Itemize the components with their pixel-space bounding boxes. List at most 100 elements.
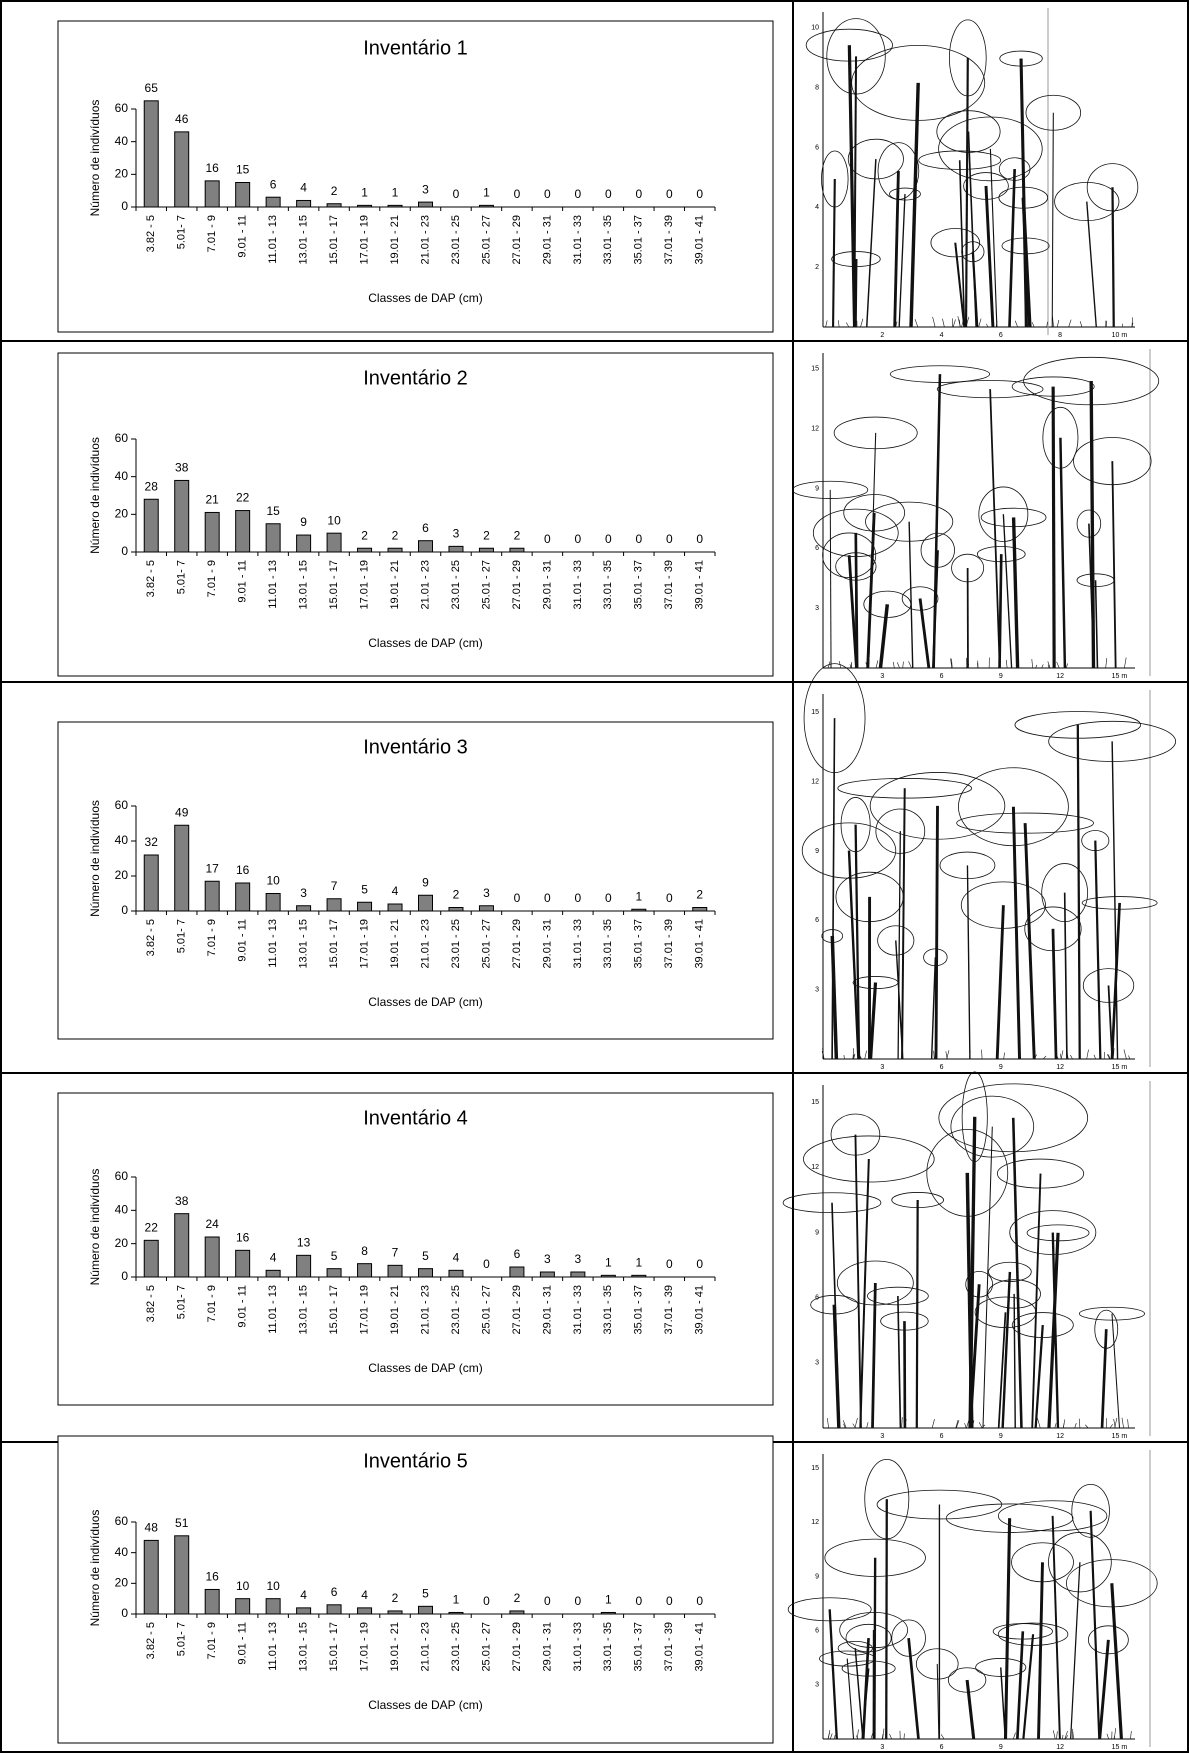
x-axis-label: Classes de DAP (cm) <box>368 1698 482 1712</box>
x-tick-label: 29.01 - 31 <box>541 1622 553 1672</box>
value-label: 0 <box>666 1594 673 1608</box>
undergrowth <box>1069 320 1071 327</box>
profile-x-label: 15 m <box>1112 673 1128 680</box>
value-label: 6 <box>270 177 277 191</box>
bar <box>510 548 524 552</box>
value-label: 16 <box>236 1231 250 1245</box>
profile-x-label: 10 m <box>1112 332 1128 339</box>
profile-y-label: 6 <box>815 144 819 151</box>
value-label: 9 <box>300 515 307 529</box>
bar <box>297 1608 311 1614</box>
trunk <box>1053 929 1056 1059</box>
x-tick-label: 33.01 - 35 <box>602 560 614 610</box>
undergrowth <box>982 1050 983 1059</box>
x-tick-label: 21.01 - 23 <box>419 919 431 969</box>
value-label: 0 <box>635 187 642 201</box>
bar <box>327 899 341 911</box>
bar <box>266 1599 280 1614</box>
chart-title: Inventário 2 <box>363 367 468 389</box>
trunk <box>1053 1516 1060 1739</box>
x-tick-label: 13.01 - 15 <box>298 919 310 969</box>
value-label: 0 <box>544 1594 551 1608</box>
x-tick-label: 13.01 - 15 <box>298 560 310 610</box>
profile-y-label: 4 <box>815 204 819 211</box>
undergrowth <box>934 1051 935 1059</box>
x-tick-label: 29.01 - 31 <box>541 919 553 969</box>
bar <box>175 825 189 911</box>
x-tick-label: 21.01 - 23 <box>419 1622 431 1672</box>
x-tick-label: 39.01 - 41 <box>694 1285 706 1335</box>
x-tick-label: 31.01 - 33 <box>572 919 584 969</box>
x-tick-label: 31.01 - 33 <box>572 560 584 610</box>
trunk <box>874 1558 875 1739</box>
value-label: 4 <box>300 181 307 195</box>
x-tick-label: 17.01 - 19 <box>358 919 370 969</box>
y-tick-label: 20 <box>115 1236 129 1250</box>
undergrowth <box>953 319 955 327</box>
value-label: 16 <box>206 1570 220 1584</box>
value-label: 2 <box>392 528 399 542</box>
value-label: 10 <box>266 874 280 888</box>
bar <box>236 1250 250 1277</box>
value-label: 10 <box>327 513 341 527</box>
bar <box>144 855 158 911</box>
undergrowth <box>838 320 839 327</box>
bar <box>205 512 219 552</box>
profile-x-label: 15 m <box>1112 1433 1128 1440</box>
trunk <box>867 159 876 327</box>
value-label: 17 <box>206 861 220 875</box>
undergrowth <box>1122 1418 1124 1428</box>
x-tick-label: 35.01 - 37 <box>633 1285 645 1335</box>
bar <box>144 1540 158 1614</box>
value-label: 5 <box>422 1587 429 1601</box>
chart-frame <box>58 21 773 332</box>
x-tick-label: 31.01 - 33 <box>572 215 584 265</box>
undergrowth <box>903 662 904 668</box>
profile-x-label: 9 <box>999 1064 1003 1071</box>
x-tick-label: 27.01 - 29 <box>511 1285 523 1335</box>
y-tick-label: 40 <box>115 134 129 148</box>
undergrowth <box>1062 1735 1063 1739</box>
value-label: 49 <box>175 805 189 819</box>
value-label: 3 <box>453 527 460 541</box>
value-label: 38 <box>175 461 189 475</box>
undergrowth <box>830 1734 832 1739</box>
value-label: 0 <box>514 187 521 201</box>
trunk <box>855 1648 863 1739</box>
profile-y-label: 3 <box>815 1682 819 1689</box>
x-tick-label: 33.01 - 35 <box>602 1285 614 1335</box>
y-tick-label: 60 <box>115 1169 129 1183</box>
undergrowth <box>1056 1731 1057 1739</box>
profile-y-label: 12 <box>811 778 819 785</box>
trunk <box>1109 985 1113 1059</box>
x-tick-label: 5.01- 7 <box>176 1285 188 1319</box>
x-tick-label: 5.01- 7 <box>176 560 188 594</box>
x-tick-label: 5.01- 7 <box>176 919 188 953</box>
value-label: 0 <box>575 891 582 905</box>
value-label: 0 <box>483 1594 490 1608</box>
chart-title: Inventário 3 <box>363 736 468 758</box>
undergrowth <box>1079 1419 1080 1428</box>
y-tick-label: 60 <box>115 431 129 445</box>
x-tick-label: 3.82 - 5 <box>145 560 157 597</box>
bar <box>175 480 189 552</box>
trunk <box>986 186 993 327</box>
trunk <box>830 490 831 668</box>
value-label: 16 <box>206 161 220 175</box>
x-tick-label: 27.01 - 29 <box>511 215 523 265</box>
undergrowth <box>1053 1730 1055 1739</box>
x-tick-label: 25.01 - 27 <box>480 919 492 969</box>
value-label: 4 <box>392 884 399 898</box>
trunk <box>830 1609 837 1739</box>
bar <box>693 908 707 912</box>
trunk <box>856 533 857 668</box>
profile-y-label: 12 <box>811 425 819 432</box>
undergrowth <box>1013 1733 1015 1739</box>
value-label: 3 <box>575 1252 582 1266</box>
value-label: 15 <box>266 504 280 518</box>
profile-y-label: 9 <box>815 1229 819 1236</box>
y-axis-label: Número de indivíduos <box>88 100 102 217</box>
undergrowth <box>861 319 863 327</box>
value-label: 6 <box>514 1247 521 1261</box>
x-tick-label: 23.01 - 25 <box>450 560 462 610</box>
